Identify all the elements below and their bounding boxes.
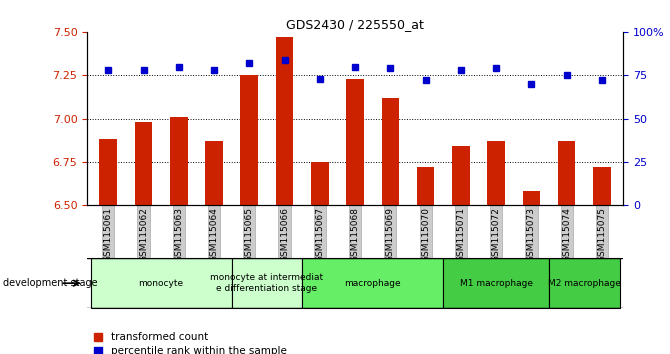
Bar <box>444 258 549 308</box>
Bar <box>311 162 329 205</box>
Bar <box>205 141 223 205</box>
Bar <box>381 98 399 205</box>
Bar <box>346 79 364 205</box>
Text: M1 macrophage: M1 macrophage <box>460 279 533 288</box>
Bar <box>417 167 434 205</box>
Bar <box>241 75 258 205</box>
Bar <box>135 122 152 205</box>
Text: monocyte at intermediat
e differentiation stage: monocyte at intermediat e differentiatio… <box>210 274 324 293</box>
Bar <box>232 258 302 308</box>
Bar <box>99 139 117 205</box>
Bar <box>302 258 444 308</box>
Text: development stage: development stage <box>3 278 98 288</box>
Bar <box>170 117 188 205</box>
Bar <box>549 258 620 308</box>
Bar <box>452 146 470 205</box>
Text: percentile rank within the sample: percentile rank within the sample <box>111 346 287 354</box>
Bar <box>558 141 576 205</box>
Bar <box>593 167 611 205</box>
Bar <box>523 192 540 205</box>
Title: GDS2430 / 225550_at: GDS2430 / 225550_at <box>286 18 424 31</box>
Text: M2 macrophage: M2 macrophage <box>548 279 620 288</box>
Text: macrophage: macrophage <box>344 279 401 288</box>
Bar <box>487 141 505 205</box>
Text: monocyte: monocyte <box>139 279 184 288</box>
Text: transformed count: transformed count <box>111 332 208 342</box>
Bar <box>276 37 293 205</box>
Bar <box>90 258 232 308</box>
